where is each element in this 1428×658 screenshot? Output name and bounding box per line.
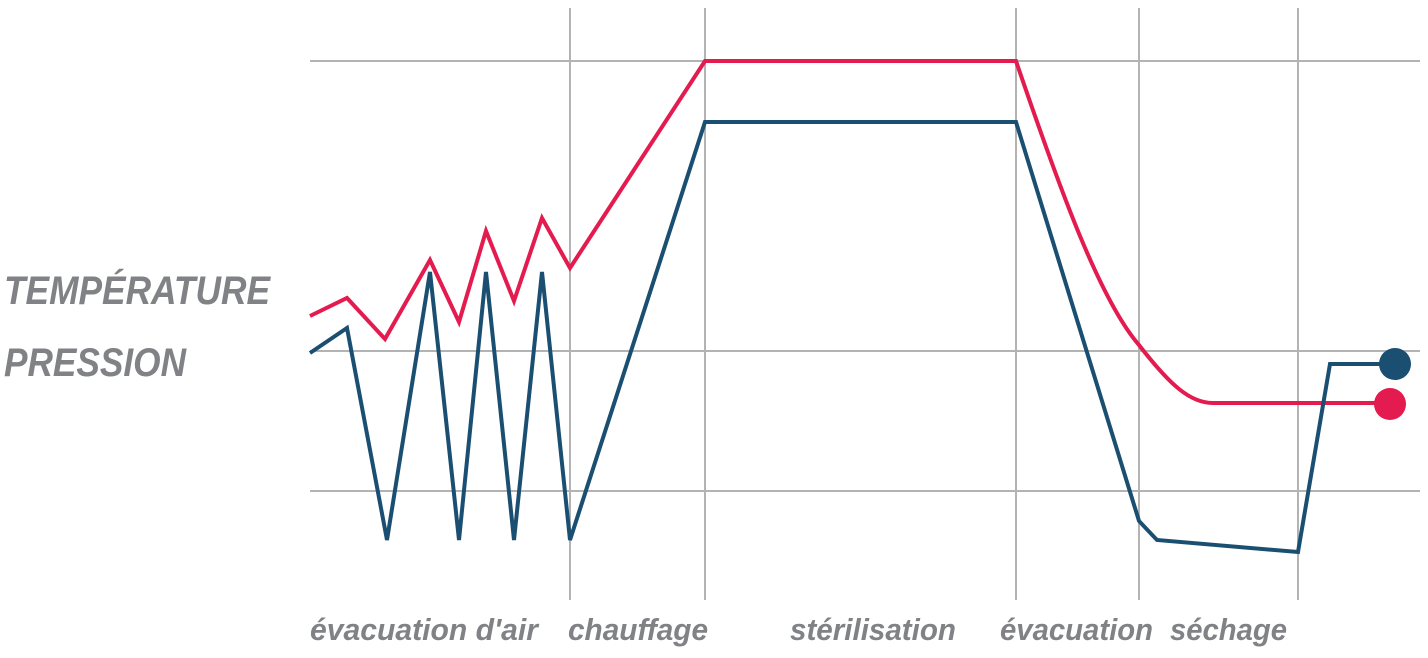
grid	[310, 8, 1420, 600]
temperature-label: TEMPÉRATURE	[4, 268, 271, 313]
phase-label: séchage	[1170, 612, 1287, 647]
phase-label: évacuation d'air	[310, 612, 540, 647]
temperature-curve	[309, 59, 1390, 405]
phase-label: chauffage	[568, 612, 708, 647]
phase-label: stérilisation	[790, 612, 956, 647]
temperature-dot	[1374, 388, 1406, 420]
pressure-dot	[1379, 348, 1411, 380]
phase-label: évacuation	[1000, 612, 1153, 647]
pressure-curve	[308, 120, 1397, 555]
pressure-label: PRESSION	[4, 341, 187, 385]
